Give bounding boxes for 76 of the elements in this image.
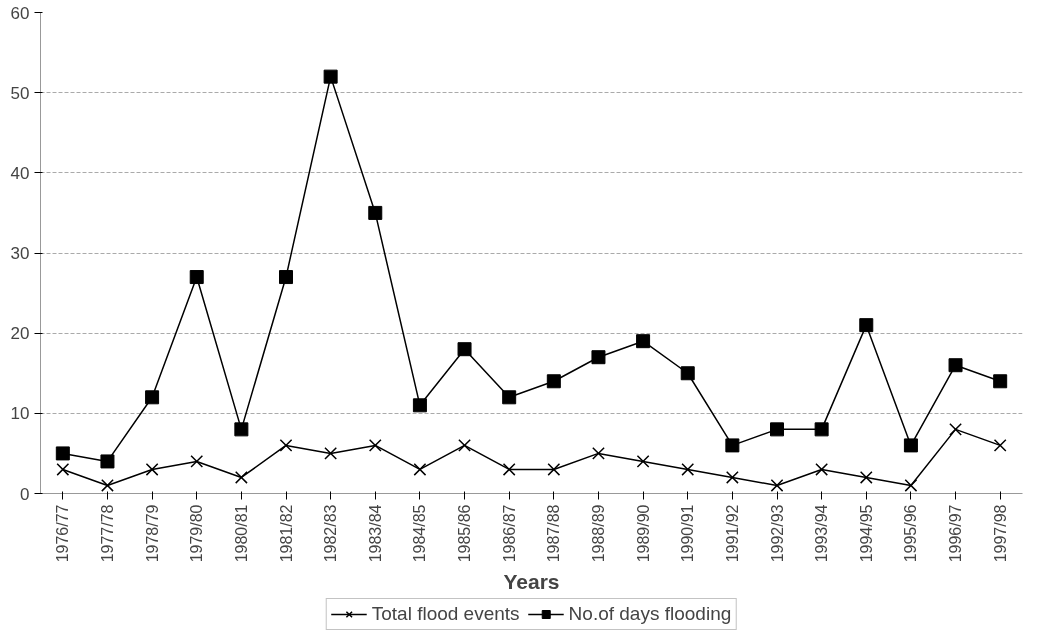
- x-tick-label: 1979/80: [188, 504, 206, 563]
- point: [234, 422, 249, 437]
- y-tick-label: 20: [10, 324, 30, 344]
- y-tick-label: 60: [10, 3, 30, 23]
- point: [636, 334, 651, 349]
- point: [324, 447, 338, 460]
- x-tick-label: 1995/96: [902, 504, 920, 563]
- x-tick-label: 1978/79: [143, 504, 161, 563]
- point: [368, 438, 382, 452]
- point: [458, 438, 471, 452]
- x-tick-label: 1991/92: [723, 504, 741, 563]
- point: [189, 270, 204, 285]
- x-tick-label: 1996/97: [947, 504, 965, 563]
- x-tick-label: 1997/98: [991, 504, 1009, 563]
- point: [725, 438, 740, 453]
- point: [368, 205, 383, 220]
- x-tick-label: 1993/94: [813, 504, 831, 563]
- point: [323, 69, 338, 84]
- point: [100, 454, 115, 469]
- y-tick-label: 10: [10, 404, 30, 424]
- y-tick-label: 30: [10, 244, 30, 263]
- point: [814, 422, 829, 437]
- point: [725, 471, 739, 484]
- x-tick-label: 1983/84: [366, 504, 384, 563]
- point: [815, 463, 829, 476]
- x-tick-label: 1989/90: [634, 504, 652, 563]
- x-tick-label: 1987/88: [545, 504, 563, 563]
- point: [502, 390, 517, 405]
- x-tick-label: 1990/91: [679, 504, 697, 563]
- point: [904, 479, 918, 492]
- point: [770, 479, 784, 492]
- point: [413, 463, 427, 476]
- x-tick-label: 1977/78: [98, 504, 116, 563]
- x-tick-label: 1980/81: [232, 504, 250, 563]
- point: [859, 318, 874, 333]
- legend-label: Total flood events: [371, 603, 520, 625]
- y-tick-label: 0: [20, 484, 30, 504]
- point: [949, 422, 962, 436]
- x-tick-label: 1988/89: [589, 504, 607, 563]
- y-tick-label: 40: [10, 163, 30, 183]
- point: [948, 358, 963, 373]
- point: [145, 463, 159, 476]
- point: [279, 270, 293, 285]
- x-tick-label: 1976/77: [54, 504, 72, 563]
- point: [993, 438, 1007, 452]
- y-tick-label: 50: [10, 83, 30, 103]
- point: [279, 438, 293, 452]
- point: [101, 479, 114, 492]
- legend-label: No.of days flooding: [568, 603, 732, 625]
- point: [145, 390, 160, 405]
- point: [770, 422, 784, 437]
- point: [680, 366, 695, 381]
- x-tick-label: 1981/82: [277, 504, 295, 563]
- point: [55, 446, 70, 461]
- point: [547, 463, 561, 476]
- x-tick-label: 1984/85: [411, 504, 429, 563]
- x-tick-label: 1992/93: [768, 504, 786, 563]
- x-tick-label: 1986/87: [500, 504, 518, 563]
- point: [457, 342, 472, 357]
- point: [903, 438, 918, 453]
- point: [412, 398, 427, 413]
- point: [993, 374, 1008, 389]
- point: [190, 455, 204, 468]
- point: [636, 455, 650, 468]
- point: [546, 374, 561, 389]
- point: [859, 471, 873, 484]
- point: [592, 447, 605, 460]
- point: [56, 463, 70, 476]
- x-axis-title: Years: [503, 570, 560, 594]
- point: [591, 350, 606, 365]
- x-tick-label: 1985/86: [456, 504, 474, 563]
- point: [681, 463, 695, 476]
- point: [234, 471, 248, 484]
- x-tick-label: 1982/83: [322, 504, 340, 563]
- x-tick-label: 1994/95: [857, 504, 875, 563]
- point: [502, 463, 516, 476]
